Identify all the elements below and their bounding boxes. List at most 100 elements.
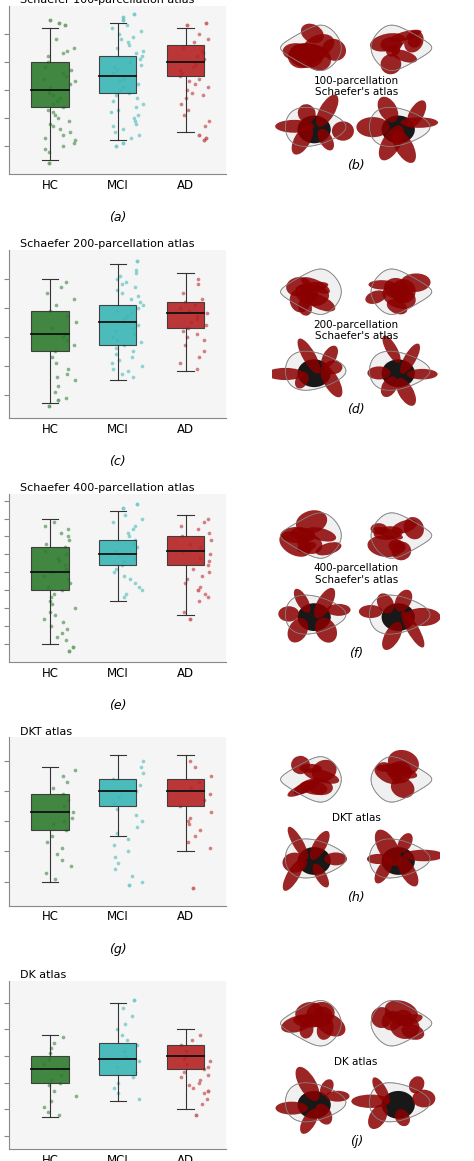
- Point: [191, 827, 199, 845]
- Point: [111, 860, 118, 879]
- Point: [110, 1079, 118, 1097]
- Point: [188, 84, 196, 102]
- Text: 200-parcellation
Schaefer's atlas: 200-parcellation Schaefer's atlas: [314, 319, 399, 341]
- Ellipse shape: [400, 344, 420, 374]
- Ellipse shape: [412, 1090, 435, 1108]
- Point: [53, 627, 61, 646]
- Point: [196, 24, 203, 43]
- Ellipse shape: [293, 778, 320, 795]
- Point: [72, 1087, 80, 1105]
- Point: [184, 813, 191, 831]
- Ellipse shape: [370, 34, 405, 51]
- Point: [46, 78, 54, 96]
- Ellipse shape: [371, 524, 387, 534]
- Point: [207, 803, 215, 822]
- Point: [47, 1093, 55, 1111]
- Point: [46, 153, 53, 172]
- Point: [192, 1105, 200, 1124]
- Ellipse shape: [275, 120, 314, 132]
- PathPatch shape: [369, 107, 430, 146]
- Ellipse shape: [322, 38, 346, 60]
- Point: [52, 382, 59, 401]
- Point: [71, 762, 79, 780]
- Point: [50, 513, 57, 532]
- Point: [201, 117, 209, 136]
- Point: [197, 1025, 204, 1044]
- Point: [193, 324, 201, 342]
- Point: [121, 1047, 129, 1066]
- Point: [184, 318, 191, 337]
- Ellipse shape: [378, 96, 398, 122]
- Ellipse shape: [281, 1015, 313, 1033]
- Point: [131, 531, 138, 549]
- Point: [113, 800, 121, 819]
- Ellipse shape: [275, 1102, 308, 1115]
- Point: [115, 788, 123, 807]
- Point: [200, 86, 207, 104]
- Ellipse shape: [288, 827, 308, 859]
- Point: [48, 347, 55, 366]
- Point: [202, 584, 210, 603]
- Ellipse shape: [291, 756, 310, 774]
- Ellipse shape: [292, 125, 313, 154]
- Ellipse shape: [318, 129, 334, 151]
- Point: [193, 307, 201, 325]
- Point: [200, 513, 208, 532]
- Ellipse shape: [283, 43, 310, 60]
- Point: [200, 50, 208, 68]
- Ellipse shape: [324, 852, 347, 865]
- Point: [47, 616, 55, 635]
- Ellipse shape: [291, 528, 316, 541]
- Point: [44, 283, 51, 302]
- Point: [41, 517, 48, 535]
- Point: [112, 322, 119, 340]
- Point: [112, 339, 119, 358]
- Point: [47, 1039, 55, 1058]
- Point: [132, 261, 140, 280]
- Ellipse shape: [296, 510, 327, 534]
- Point: [114, 545, 121, 563]
- Ellipse shape: [382, 604, 415, 630]
- Text: (c): (c): [109, 455, 126, 468]
- Ellipse shape: [383, 336, 401, 363]
- Point: [185, 301, 193, 319]
- Ellipse shape: [381, 37, 402, 52]
- Point: [125, 36, 133, 55]
- Point: [63, 630, 70, 649]
- Point: [183, 16, 191, 35]
- Point: [204, 587, 212, 606]
- Ellipse shape: [400, 274, 430, 293]
- Ellipse shape: [303, 769, 339, 784]
- Point: [179, 283, 186, 302]
- Point: [124, 524, 132, 542]
- Point: [191, 295, 199, 313]
- Point: [114, 100, 121, 118]
- PathPatch shape: [369, 839, 430, 878]
- Point: [187, 779, 194, 798]
- Point: [137, 333, 145, 352]
- Text: (a): (a): [109, 211, 127, 224]
- Point: [46, 114, 54, 132]
- Ellipse shape: [392, 50, 417, 63]
- Point: [64, 791, 72, 809]
- Point: [109, 359, 117, 377]
- Point: [180, 1050, 188, 1068]
- Ellipse shape: [389, 540, 406, 553]
- Ellipse shape: [298, 116, 331, 143]
- Point: [198, 1095, 206, 1113]
- Bar: [167, 779, 204, 807]
- Point: [109, 513, 117, 532]
- PathPatch shape: [281, 26, 341, 71]
- Point: [62, 545, 69, 563]
- Ellipse shape: [367, 853, 390, 864]
- Point: [120, 336, 128, 354]
- Point: [124, 33, 132, 51]
- Point: [64, 42, 71, 60]
- Point: [206, 1052, 213, 1070]
- PathPatch shape: [281, 269, 341, 315]
- Point: [58, 851, 65, 870]
- Point: [51, 1081, 58, 1099]
- Point: [195, 125, 203, 144]
- Point: [196, 773, 203, 792]
- Point: [123, 307, 130, 325]
